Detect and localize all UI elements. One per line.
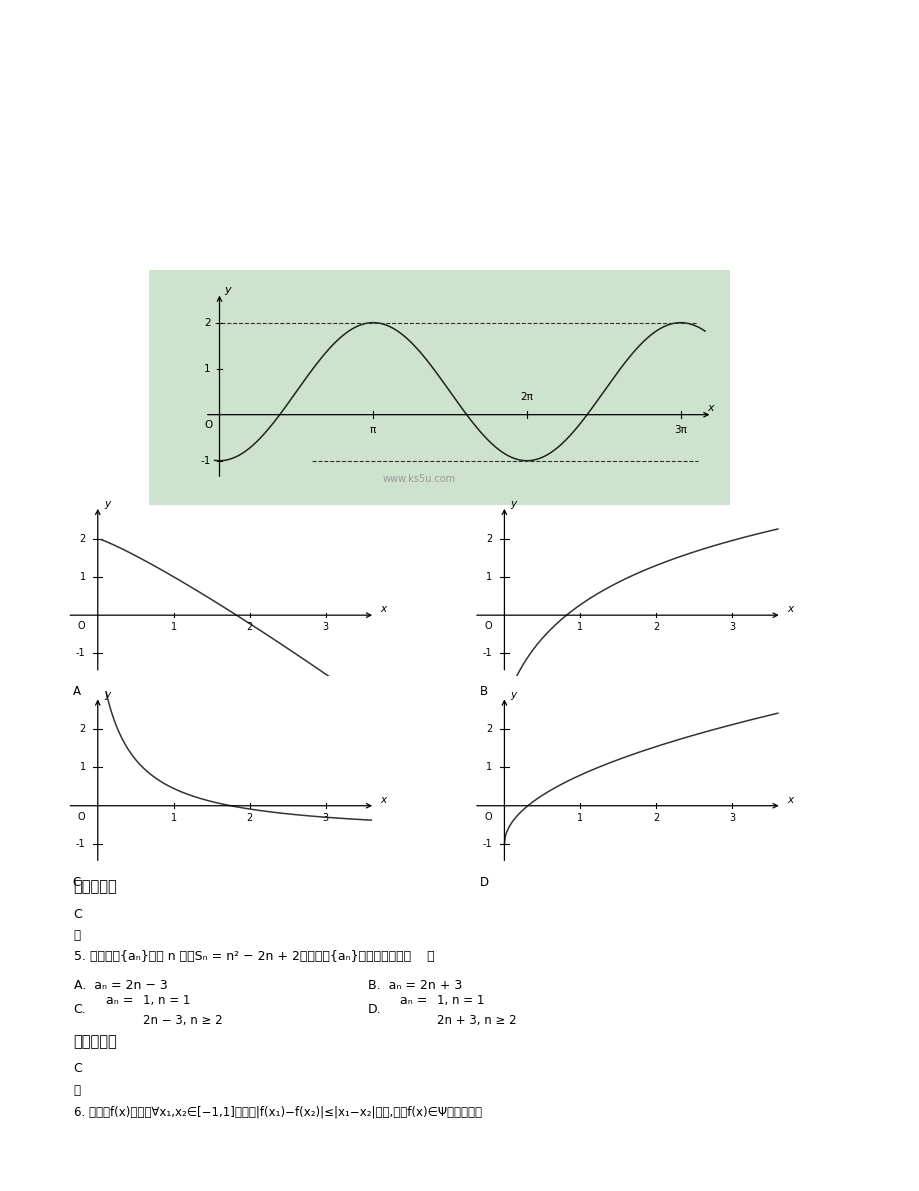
Text: 2: 2 (79, 724, 85, 734)
Text: O: O (78, 622, 85, 631)
Text: www.ks5u.com: www.ks5u.com (382, 474, 456, 484)
Text: 2: 2 (485, 534, 492, 543)
Text: x: x (380, 604, 386, 615)
Text: 1: 1 (171, 812, 176, 823)
Text: D.: D. (368, 1003, 381, 1016)
Text: 1: 1 (171, 622, 176, 632)
Text: 3: 3 (729, 622, 734, 632)
Text: 1: 1 (79, 762, 85, 773)
Text: -1: -1 (76, 648, 85, 659)
Text: 3: 3 (323, 622, 328, 632)
Text: 1: 1 (485, 572, 492, 582)
Text: 2n + 3, n ≥ 2: 2n + 3, n ≥ 2 (437, 1014, 516, 1027)
Text: 2: 2 (204, 318, 210, 328)
Text: O: O (484, 812, 492, 822)
Text: 2: 2 (246, 622, 253, 632)
Text: 6. 若函数f(x)满足：∀x₁,x₂∈[−1,1]，都有|f(x₁)−f(x₂)|≤|x₁−x₂|成立,则称f(x)∈Ψ．对于函数: 6. 若函数f(x)满足：∀x₁,x₂∈[−1,1]，都有|f(x₁)−f(x₂… (74, 1105, 481, 1118)
Text: aₙ =: aₙ = (106, 994, 133, 1008)
Text: x: x (707, 403, 713, 413)
Text: 1: 1 (204, 363, 210, 374)
Text: x: x (786, 794, 792, 805)
Text: y: y (104, 690, 110, 699)
Text: 2n − 3, n ≥ 2: 2n − 3, n ≥ 2 (142, 1014, 222, 1027)
Text: 参考答案：: 参考答案： (74, 879, 118, 894)
Text: 1: 1 (485, 762, 492, 773)
Text: O: O (204, 420, 212, 430)
Text: 2: 2 (652, 812, 659, 823)
Text: 5. 已知数列{aₙ}的前 n 项和Sₙ = n² − 2n + 2，则数列{aₙ}的通项公式为（    ）: 5. 已知数列{aₙ}的前 n 项和Sₙ = n² − 2n + 2，则数列{a… (74, 950, 434, 964)
Text: 2: 2 (79, 534, 85, 543)
Text: A.  aₙ = 2n − 3: A. aₙ = 2n − 3 (74, 979, 167, 992)
Text: O: O (78, 812, 85, 822)
Text: O: O (484, 622, 492, 631)
Text: 2: 2 (652, 622, 659, 632)
Text: 略: 略 (74, 1084, 81, 1097)
Text: aₙ =: aₙ = (400, 994, 427, 1008)
Text: 略: 略 (74, 929, 81, 942)
Text: x: x (786, 604, 792, 615)
Text: y: y (104, 499, 110, 509)
Text: 1: 1 (79, 572, 85, 582)
Text: -1: -1 (482, 648, 492, 659)
Text: -1: -1 (200, 456, 210, 466)
Text: -1: -1 (482, 838, 492, 849)
Text: y: y (224, 286, 231, 295)
Text: A: A (73, 685, 81, 698)
Text: 2: 2 (485, 724, 492, 734)
Text: x: x (380, 794, 386, 805)
Text: y: y (510, 690, 516, 699)
Text: 1: 1 (577, 812, 583, 823)
Text: 3π: 3π (674, 425, 686, 435)
Text: 参考答案：: 参考答案： (74, 1034, 118, 1049)
Text: π: π (369, 425, 376, 435)
Text: 1, n = 1: 1, n = 1 (437, 994, 483, 1008)
Text: B.  aₙ = 2n + 3: B. aₙ = 2n + 3 (368, 979, 461, 992)
Text: B: B (479, 685, 487, 698)
Text: C: C (74, 1062, 83, 1075)
Text: D: D (479, 875, 488, 888)
Text: 2π: 2π (520, 392, 533, 401)
Text: 1, n = 1: 1, n = 1 (142, 994, 189, 1008)
Text: 2: 2 (246, 812, 253, 823)
Text: C: C (74, 908, 83, 921)
Text: y: y (510, 499, 516, 509)
Text: C: C (73, 875, 81, 888)
Text: 1: 1 (577, 622, 583, 632)
Text: 3: 3 (323, 812, 328, 823)
Text: C.: C. (74, 1003, 86, 1016)
Text: 3: 3 (729, 812, 734, 823)
Text: -1: -1 (76, 838, 85, 849)
